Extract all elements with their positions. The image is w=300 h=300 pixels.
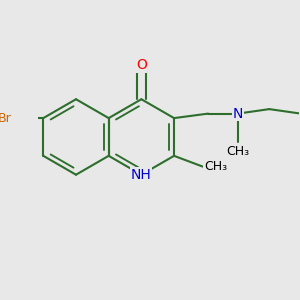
Text: CH₃: CH₃ [226,145,249,158]
Text: CH₃: CH₃ [204,160,227,173]
Text: NH: NH [131,168,152,182]
Text: Br: Br [0,112,11,124]
Text: N: N [233,106,243,121]
Text: O: O [136,58,147,72]
